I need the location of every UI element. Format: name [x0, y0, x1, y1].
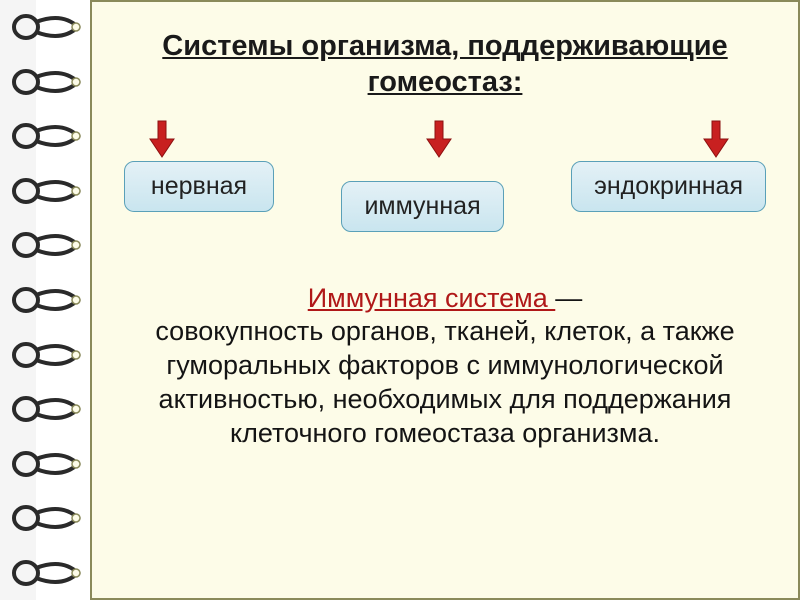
arrow-down-icon — [702, 119, 730, 159]
definition-term: Иммунная система — [308, 283, 556, 313]
spiral-ring — [12, 396, 82, 422]
box-endocrine: эндокринная — [571, 161, 766, 212]
definition-dash: — — [555, 283, 582, 313]
boxes-row: нервная иммунная эндокринная — [120, 161, 770, 232]
arrow-down-icon — [425, 119, 453, 159]
spiral-ring — [12, 123, 82, 149]
spiral-ring — [12, 451, 82, 477]
spiral-ring — [12, 287, 82, 313]
spiral-ring — [12, 69, 82, 95]
spiral-ring — [12, 560, 82, 586]
box-immune: иммунная — [341, 181, 503, 232]
arrow-down-icon — [148, 119, 176, 159]
spiral-ring — [12, 232, 82, 258]
page-title: Системы организма, поддерживающие гомеос… — [120, 28, 770, 101]
definition-block: Иммунная система — совокупность органов,… — [120, 282, 770, 451]
spiral-ring — [12, 342, 82, 368]
spiral-ring — [12, 505, 82, 531]
page: Системы организма, поддерживающие гомеос… — [90, 0, 800, 600]
spiral-ring — [12, 14, 82, 40]
spiral-binding — [0, 0, 90, 600]
spiral-ring — [12, 178, 82, 204]
arrow-row — [120, 119, 770, 159]
definition-body: совокупность органов, тканей, клеток, а … — [155, 316, 734, 447]
box-nervous: нервная — [124, 161, 274, 212]
